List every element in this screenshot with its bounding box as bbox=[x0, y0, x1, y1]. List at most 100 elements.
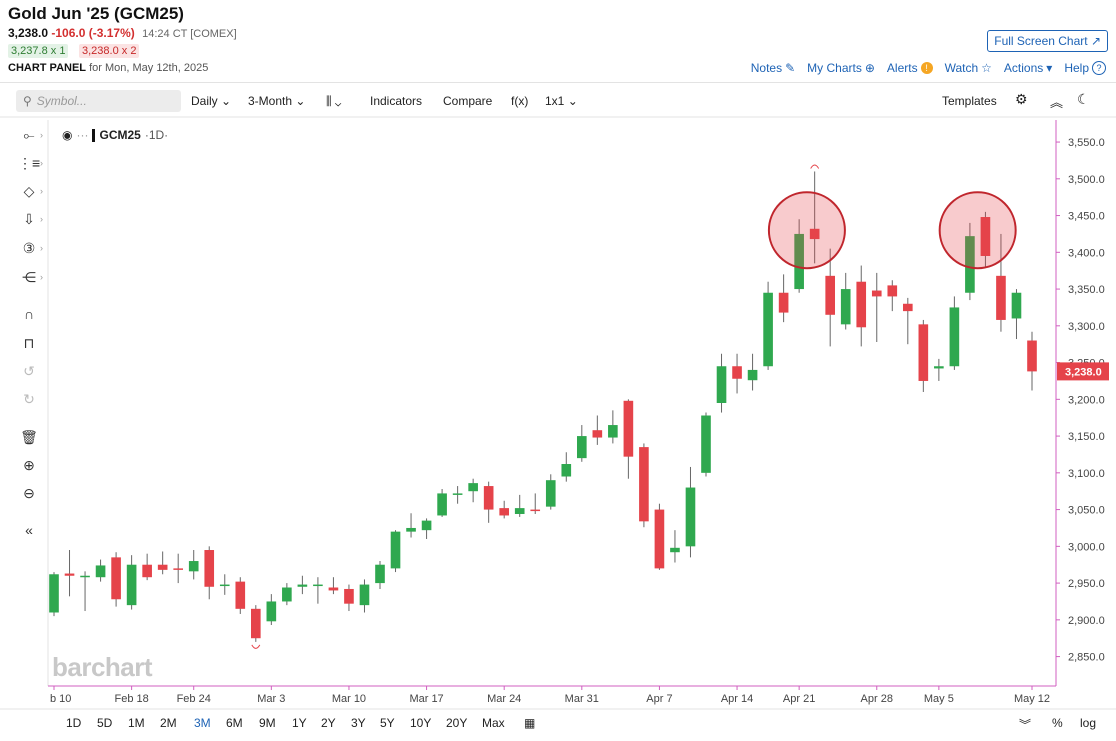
layout-dropdown[interactable]: 1x1 ⌄ bbox=[545, 94, 578, 108]
fibonacci-tool-icon[interactable]: ⋲ › bbox=[22, 269, 43, 285]
page-title: Gold Jun '25 (GCM25) bbox=[8, 4, 184, 23]
candle-body bbox=[514, 508, 525, 514]
range-max[interactable]: Max bbox=[482, 716, 505, 730]
log-toggle[interactable]: log bbox=[1080, 716, 1097, 730]
candle-body bbox=[794, 233, 804, 290]
range-3y[interactable]: 3Y bbox=[351, 716, 366, 730]
range-1d[interactable]: 1D bbox=[66, 716, 82, 730]
candle-body bbox=[654, 509, 665, 569]
candle-body bbox=[530, 509, 541, 512]
candle-body bbox=[421, 520, 432, 531]
quote-time: 14:24 CT [COMEX] bbox=[142, 28, 237, 40]
unlock-icon[interactable]: ⊓ bbox=[23, 335, 35, 351]
candle-body bbox=[266, 601, 277, 622]
caret-down-icon: ▾ bbox=[1046, 61, 1053, 75]
candle-body bbox=[235, 581, 246, 609]
actions-menu[interactable]: Actions ▾ bbox=[1004, 61, 1052, 75]
range-5y[interactable]: 5Y bbox=[380, 716, 395, 730]
candle-body bbox=[95, 565, 106, 578]
candle-body bbox=[468, 483, 478, 492]
candle-body bbox=[545, 480, 556, 507]
y-tick-label: 3,500.0 bbox=[1068, 174, 1105, 186]
my-charts-link[interactable]: My Charts ⊕ bbox=[807, 61, 875, 75]
search-placeholder: Symbol... bbox=[36, 94, 87, 108]
candle-body bbox=[608, 425, 618, 438]
candle-body bbox=[778, 292, 789, 313]
trendline-tool-icon[interactable]: ⋮≡ › bbox=[18, 155, 43, 171]
range-9m[interactable]: 9M bbox=[259, 716, 276, 730]
magnet-icon[interactable]: ∩ bbox=[23, 306, 35, 322]
panel-date: for Mon, May 12th, 2025 bbox=[89, 62, 209, 74]
chart-type-dropdown[interactable]: ⫼ ⌄ bbox=[326, 94, 341, 109]
templates-button[interactable]: Templates bbox=[942, 94, 997, 108]
candle-body bbox=[219, 584, 230, 587]
range-5d[interactable]: 5D bbox=[97, 716, 113, 730]
candle-body bbox=[980, 217, 991, 256]
arrow-down-tool-icon[interactable]: ⇩ › bbox=[23, 211, 43, 227]
candle-body bbox=[359, 584, 370, 606]
x-tick-label: Mar 31 bbox=[565, 693, 599, 705]
compare-button[interactable]: Compare bbox=[443, 94, 493, 108]
candle-body bbox=[918, 324, 929, 381]
price-line: 3,238.0 -106.0 (-3.17%) 14:24 CT [COMEX] bbox=[8, 26, 237, 40]
y-tick-label: 3,300.0 bbox=[1068, 321, 1105, 333]
chevron-down-icon: ⌄ bbox=[295, 94, 306, 108]
calendar-icon[interactable]: ▦ bbox=[524, 716, 536, 730]
range-10y[interactable]: 10Y bbox=[410, 716, 432, 730]
range-3m[interactable]: 3M bbox=[194, 716, 211, 730]
collapse-up-icon[interactable]: ︽ bbox=[1050, 95, 1064, 110]
trash-icon[interactable]: 🗑 bbox=[20, 429, 38, 445]
zoom-in-icon[interactable]: ⊕ bbox=[23, 457, 35, 473]
range-20y[interactable]: 20Y bbox=[446, 716, 468, 730]
crosshair-tool-icon[interactable]: ⟜ › bbox=[23, 127, 43, 143]
function-button[interactable]: f(x) bbox=[511, 94, 529, 108]
symbol-search-input[interactable]: ⚲ Symbol... bbox=[16, 90, 181, 112]
price-change: -106.0 (-3.17%) bbox=[51, 26, 135, 40]
layout-label: 1x1 bbox=[545, 94, 565, 108]
candle-body bbox=[949, 307, 960, 367]
undo-icon[interactable]: ↺ bbox=[23, 363, 35, 379]
watch-link[interactable]: Watch ☆ bbox=[945, 61, 992, 75]
number-marker-tool-icon[interactable]: ③ › bbox=[22, 240, 43, 256]
collapse-down-icon[interactable]: ︾ bbox=[1019, 718, 1032, 732]
period-dropdown[interactable]: 3-Month ⌄ bbox=[248, 94, 305, 108]
search-icon: ⚲ bbox=[23, 94, 32, 108]
range-2y[interactable]: 2Y bbox=[321, 716, 336, 730]
candle-body bbox=[1027, 340, 1037, 372]
x-tick-label: Apr 21 bbox=[783, 693, 815, 705]
redo-icon[interactable]: ↻ bbox=[23, 391, 35, 407]
interval-dropdown[interactable]: Daily ⌄ bbox=[191, 94, 231, 108]
y-tick-label: 3,350.0 bbox=[1068, 284, 1105, 296]
zoom-out-icon[interactable]: ⊖ bbox=[23, 485, 35, 501]
percent-toggle[interactable]: % bbox=[1052, 716, 1063, 730]
candle-body bbox=[111, 557, 121, 600]
candle-body bbox=[375, 564, 385, 584]
candle-body bbox=[871, 290, 882, 297]
x-tick-label: Apr 7 bbox=[646, 693, 672, 705]
eye-icon[interactable]: ◉ bbox=[62, 128, 73, 142]
shape-tool-icon[interactable]: ◇ › bbox=[23, 183, 43, 199]
more-icon[interactable]: ··· bbox=[76, 128, 89, 142]
annotation-circle-first-top bbox=[767, 191, 846, 270]
full-screen-button[interactable]: Full Screen Chart ↗ bbox=[987, 30, 1108, 52]
x-tick-label: Mar 17 bbox=[409, 693, 443, 705]
alerts-link[interactable]: Alerts! bbox=[887, 61, 933, 75]
my-charts-label: My Charts bbox=[807, 61, 862, 75]
candle-body bbox=[670, 547, 680, 553]
candlestick-icon: ⫼ bbox=[326, 94, 332, 108]
candle-body bbox=[204, 550, 215, 587]
settings-gear-icon[interactable]: ⚙ bbox=[1015, 91, 1028, 107]
range-1y[interactable]: 1Y bbox=[292, 716, 307, 730]
notes-link[interactable]: Notes ✎ bbox=[751, 61, 795, 75]
range-2m[interactable]: 2M bbox=[160, 716, 177, 730]
collapse-sidebar-icon[interactable]: « bbox=[25, 522, 33, 538]
range-1m[interactable]: 1M bbox=[128, 716, 145, 730]
period-label: 3-Month bbox=[248, 94, 293, 108]
dark-mode-moon-icon[interactable]: ☾ bbox=[1077, 91, 1090, 107]
indicators-button[interactable]: Indicators bbox=[370, 94, 423, 108]
range-6m[interactable]: 6M bbox=[226, 716, 243, 730]
help-link[interactable]: Help? bbox=[1064, 61, 1106, 75]
x-tick-label: b 10 bbox=[50, 693, 71, 705]
candle-body bbox=[716, 366, 727, 403]
candle-body bbox=[763, 292, 773, 367]
